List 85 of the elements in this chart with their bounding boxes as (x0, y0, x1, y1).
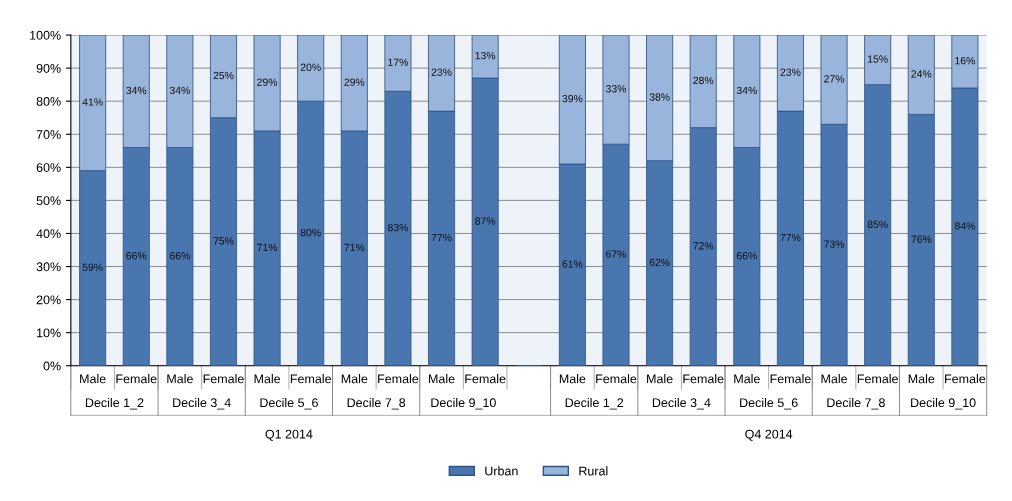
data-label: 66% (736, 252, 757, 260)
x-tick-label: Male (821, 374, 848, 384)
text: Decile 9_10 (911, 397, 976, 410)
data-label: 13% (475, 51, 496, 60)
x-tick-label: Male (734, 374, 760, 384)
x-tick-label: Male (429, 374, 455, 384)
data-label: 80% (300, 228, 321, 237)
data-label: 85% (867, 220, 888, 228)
text: Q1 2014 (265, 429, 313, 441)
data-label: 71% (344, 243, 365, 252)
y-tick-label: 50% (36, 196, 61, 206)
data-label: 15% (868, 55, 888, 63)
x-tick-label: Male (254, 374, 281, 384)
data-label: 66% (169, 252, 190, 260)
data-label: 16% (955, 56, 975, 65)
y-tick-label: 70% (36, 130, 61, 139)
text: Decile 1_2 (565, 397, 624, 410)
data-label: 73% (824, 240, 845, 248)
data-label: 34% (736, 86, 757, 95)
text: Decile 3_4 (173, 397, 231, 410)
data-label: 28% (693, 76, 714, 85)
x-tick-label: Female (770, 374, 811, 384)
x-tick-label: Female (945, 374, 986, 384)
x-tick-label: Female (465, 374, 506, 384)
x-tick-label: Male (80, 374, 106, 384)
x-tick-label: Male (167, 374, 193, 384)
data-label: 34% (126, 86, 147, 95)
text: Decile 1_2 (85, 397, 144, 410)
data-label: 77% (780, 233, 801, 242)
x-tick-label: Female (378, 374, 419, 384)
y-tick-label: 0% (43, 361, 61, 371)
data-label: 17% (388, 58, 408, 66)
y-tick-label: 30% (36, 262, 61, 272)
x-tick-label: Female (203, 374, 244, 384)
data-label: 76% (911, 235, 932, 243)
data-label: 38% (649, 93, 670, 101)
y-tick-label: 80% (36, 97, 61, 106)
data-label: 62% (649, 258, 670, 267)
y-tick-label: 60% (36, 163, 61, 172)
data-label: 71% (257, 243, 278, 252)
x-tick-label: Female (857, 374, 898, 384)
legend-label: Urban (485, 466, 518, 476)
data-label: 25% (213, 71, 234, 80)
text: Decile 5_6 (740, 397, 798, 410)
text: Decile 3_4 (652, 397, 711, 410)
y-tick-label: 10% (37, 328, 61, 338)
y-tick-label: 90% (36, 63, 61, 73)
data-label: 61% (562, 260, 583, 268)
x-tick-label: Male (647, 374, 673, 384)
data-label: 23% (780, 68, 801, 76)
data-label: 87% (475, 217, 496, 225)
data-label: 59% (82, 263, 103, 271)
data-label: 77% (431, 233, 452, 242)
data-label: 39% (562, 94, 583, 103)
text: Decile 9_10 (431, 397, 496, 410)
x-tick-label: Male (908, 374, 935, 384)
y-tick-label: 20% (36, 295, 61, 305)
text: Decile 7_8 (347, 397, 406, 410)
text: Q4 2014 (745, 429, 793, 441)
x-tick-label: Female (596, 374, 637, 384)
data-label: 66% (126, 252, 147, 260)
y-tick-label: 40% (36, 229, 61, 239)
x-tick-label: Male (559, 374, 586, 384)
text: Decile 5_6 (260, 397, 318, 410)
data-label: 24% (911, 70, 932, 78)
data-label: 83% (387, 223, 408, 232)
text: Decile 7_8 (827, 397, 885, 410)
data-label: 72% (693, 242, 714, 250)
x-tick-label: Male (341, 374, 368, 384)
x-tick-label: Female (683, 374, 724, 384)
x-tick-label: Female (290, 374, 331, 384)
data-label: 20% (300, 63, 321, 71)
data-label: 75% (213, 237, 234, 245)
data-label: 34% (169, 86, 190, 95)
data-label: 29% (344, 78, 365, 86)
data-label: 23% (431, 68, 452, 76)
data-label: 41% (82, 98, 103, 106)
y-tick-label: 100% (30, 30, 61, 40)
data-label: 67% (606, 250, 627, 258)
data-label: 84% (954, 222, 975, 230)
data-label: 27% (824, 75, 845, 83)
data-label: 33% (605, 85, 627, 93)
legend-label: Rural (579, 466, 608, 476)
data-label: 29% (257, 78, 278, 86)
x-tick-label: Female (116, 374, 157, 384)
